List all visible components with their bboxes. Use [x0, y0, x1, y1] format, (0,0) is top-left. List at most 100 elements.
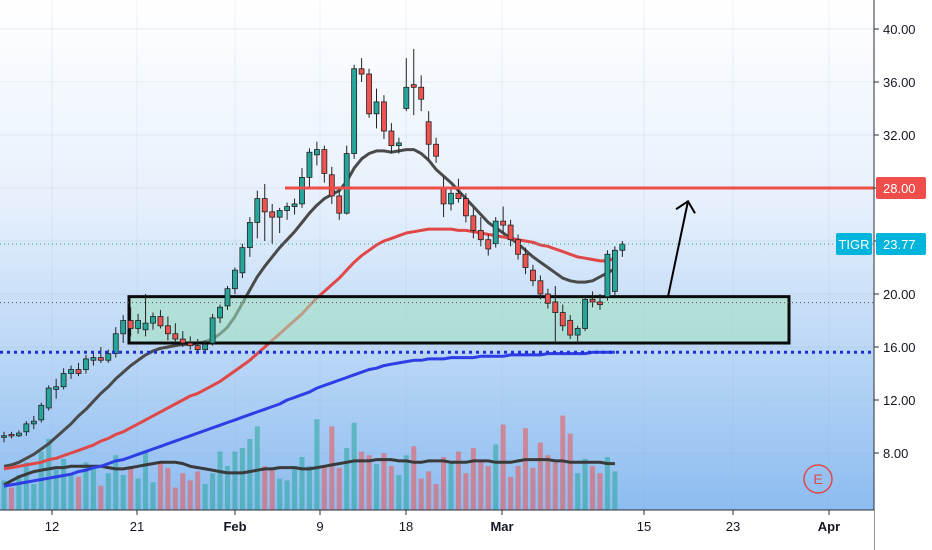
volume-bar [545, 455, 551, 510]
candle-body [507, 224, 514, 241]
volume-bar [396, 475, 402, 510]
price-badges: 28.00 23.77 TIGR [836, 177, 926, 256]
volume-bar [575, 473, 581, 510]
volume-bar [165, 467, 171, 510]
candle-body [381, 101, 387, 132]
candle-body [306, 151, 313, 178]
candle-body [45, 387, 52, 409]
candle-body [120, 320, 127, 335]
volume-bar [284, 480, 290, 510]
volume-bar [604, 457, 610, 510]
candle-body [567, 320, 574, 336]
volume-bar [113, 455, 119, 510]
volume-bar [329, 426, 335, 510]
volume-bar [143, 451, 149, 510]
time-tick-label: 9 [316, 519, 323, 534]
candle-body [60, 373, 67, 388]
volume-bar [254, 426, 260, 510]
candle-body [515, 239, 521, 255]
volume-bar [195, 471, 201, 510]
candle-body [209, 317, 216, 344]
last-price-badge [876, 233, 926, 256]
resistance-price-badge [876, 177, 926, 199]
time-tick-label: 23 [726, 519, 740, 534]
candle-body [597, 301, 603, 306]
volume-bar [61, 458, 67, 510]
volume-bar [8, 487, 14, 510]
ema-long-line [3, 350, 615, 488]
candle-body [544, 293, 551, 304]
candle-body [68, 369, 74, 374]
candle-body [321, 149, 328, 174]
volume-bar [217, 451, 223, 510]
volume-bar [567, 433, 573, 510]
volume-bar [210, 473, 216, 510]
volume-bar [135, 478, 141, 510]
time-tick-label: 21 [130, 519, 144, 534]
candle-body [239, 247, 246, 274]
volume-bar [269, 469, 275, 510]
candle-body [142, 322, 149, 331]
candle-body [83, 358, 89, 370]
volume-bar [485, 466, 491, 510]
ticker-badge [836, 233, 872, 256]
candle-body [23, 423, 30, 433]
volume-bar [314, 419, 320, 510]
volume-bar [46, 439, 52, 510]
candle-body [246, 222, 253, 249]
volume-bar [433, 484, 439, 510]
candle-body [157, 316, 164, 327]
price-tick-label: 20.00 [883, 287, 916, 302]
volume-bar [470, 448, 476, 510]
volume-bar [16, 475, 22, 510]
candle-body [254, 198, 261, 223]
last-price-label: 23.77 [883, 237, 916, 252]
candle-body [135, 320, 142, 329]
price-tick-label: 16.00 [883, 340, 916, 355]
time-ticks: 12 21 Feb 9 18 Mar 15 23 Apr [45, 510, 840, 534]
volume-bar [359, 451, 365, 510]
volume-bar [478, 462, 484, 510]
volume-bar [232, 451, 238, 510]
candle-body [500, 220, 507, 226]
target-arrow-head [675, 199, 696, 214]
volume-bar [344, 448, 350, 510]
candle-body [8, 434, 15, 437]
candle-body [276, 210, 283, 218]
volume-bar [388, 466, 394, 510]
candle-body [328, 174, 335, 197]
candle-body [336, 195, 343, 214]
candle-body [552, 301, 559, 313]
volume-bar [90, 467, 96, 510]
volume-bar [105, 473, 111, 510]
time-tick-label: 18 [399, 519, 413, 534]
time-tick-label: 12 [45, 519, 59, 534]
volume-bar [403, 455, 409, 510]
event-marker-label: E [813, 471, 822, 487]
candle-body [1, 435, 7, 438]
candle-body [492, 220, 499, 245]
candle-body [559, 312, 566, 327]
target-arrow-shaft [667, 201, 689, 297]
candle-body [455, 192, 462, 200]
candle-body [366, 73, 372, 115]
volume-bar [98, 485, 104, 510]
volume-bar [612, 471, 618, 510]
candle-body [440, 187, 447, 205]
candle-body [358, 68, 365, 75]
time-tick-label: Feb [223, 519, 246, 534]
candle-body [612, 249, 618, 292]
volume-bar [321, 466, 327, 510]
volume-bar [515, 466, 521, 510]
candle-body [15, 432, 22, 437]
candle-body [202, 343, 209, 351]
volume-bar [560, 415, 566, 510]
candle-body [537, 280, 544, 295]
price-tick-label: 8.00 [883, 446, 908, 461]
candle-body [477, 229, 484, 241]
volume-bar [552, 462, 558, 510]
volume-bar [187, 480, 193, 510]
candle-body [269, 211, 276, 218]
